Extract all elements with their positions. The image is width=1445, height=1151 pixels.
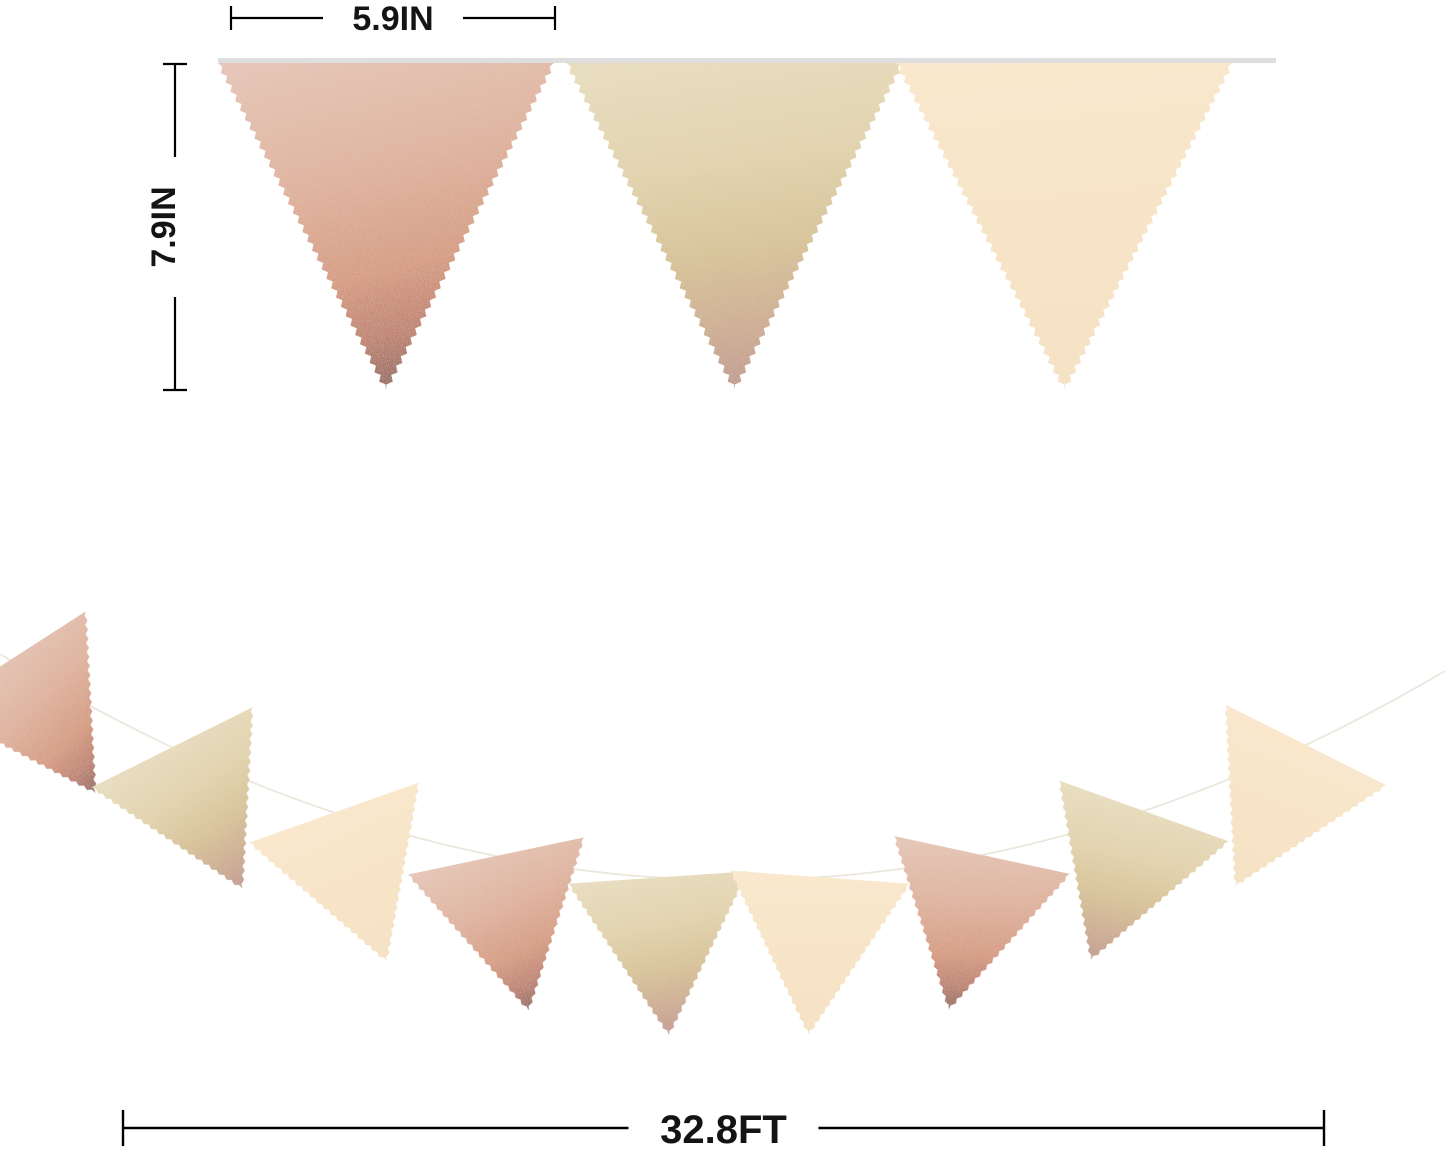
svg-text:7.9IN: 7.9IN <box>145 186 183 267</box>
svg-text:32.8FT: 32.8FT <box>660 1108 787 1151</box>
svg-text:5.9IN: 5.9IN <box>352 0 433 38</box>
